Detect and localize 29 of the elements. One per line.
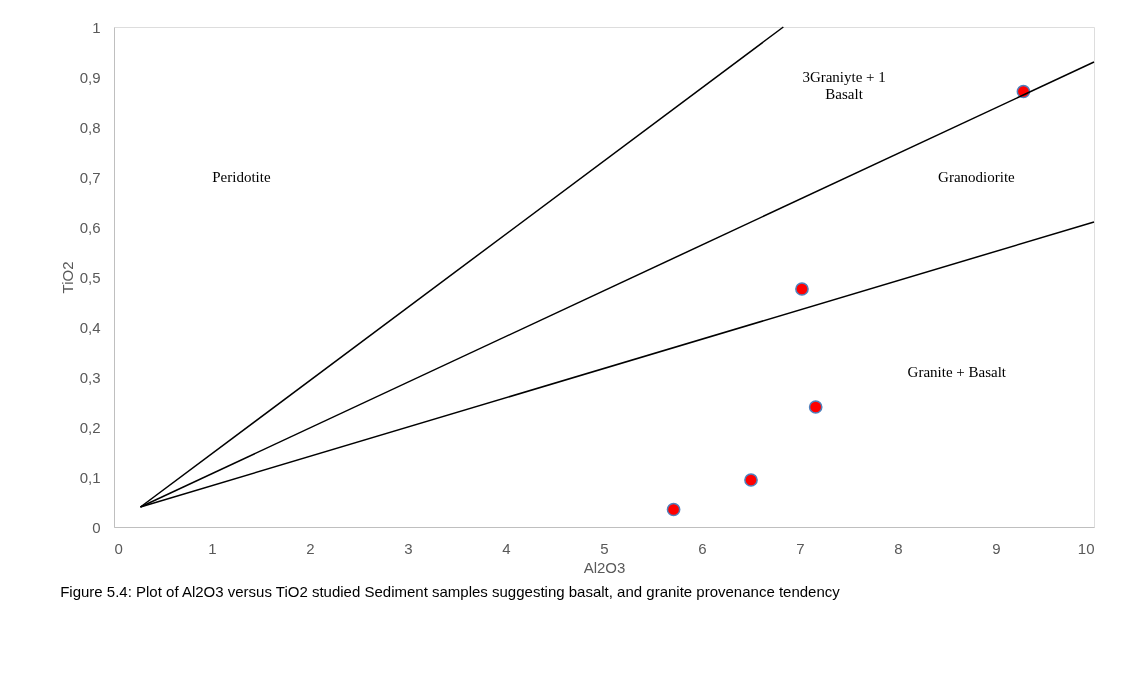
x-tick-label: 5: [600, 539, 609, 557]
annotation: Granodiorite: [938, 169, 1016, 185]
x-tick-label: 6: [698, 539, 707, 557]
y-tick-label: 0,9: [79, 68, 101, 86]
x-axis-title: Al2O3: [583, 558, 626, 576]
x-tick-label: 3: [404, 539, 413, 557]
x-tick-label: 10: [1077, 539, 1095, 557]
x-tick-label: 8: [894, 539, 903, 557]
y-tick-label: 0,2: [79, 418, 101, 436]
annotation: Peridotite: [212, 169, 271, 185]
y-tick-label: 0,4: [79, 318, 101, 336]
annotation: Granite + Basalt: [907, 364, 1007, 380]
y-tick-label: 0,7: [79, 168, 101, 186]
x-tick-label: 2: [306, 539, 315, 557]
y-tick-label: 0: [92, 518, 101, 536]
y-tick-label: 0,1: [79, 468, 101, 486]
caption: Figure 5.4: Plot of Al2O3 versus TiO2 studied Sediment samples suggesting basalt, and granite provenance tendency: [60, 583, 841, 600]
x-tick-label: 1: [208, 539, 217, 557]
annotation: 3Graniyte + 1 Basalt: [802, 69, 886, 102]
y-tick-label: 0,3: [79, 368, 101, 386]
y-tick-label: 0,5: [79, 268, 101, 286]
y-axis-title: TiO2: [58, 261, 76, 294]
y-tick-label: 1: [92, 18, 101, 36]
x-tick-label: 7: [796, 539, 805, 557]
x-tick-label: 0: [114, 539, 123, 557]
x-tick-label: 4: [502, 539, 511, 557]
y-tick-label: 0,8: [79, 118, 101, 136]
y-tick-label: 0,6: [79, 218, 101, 236]
x-tick-label: 9: [992, 539, 1001, 557]
